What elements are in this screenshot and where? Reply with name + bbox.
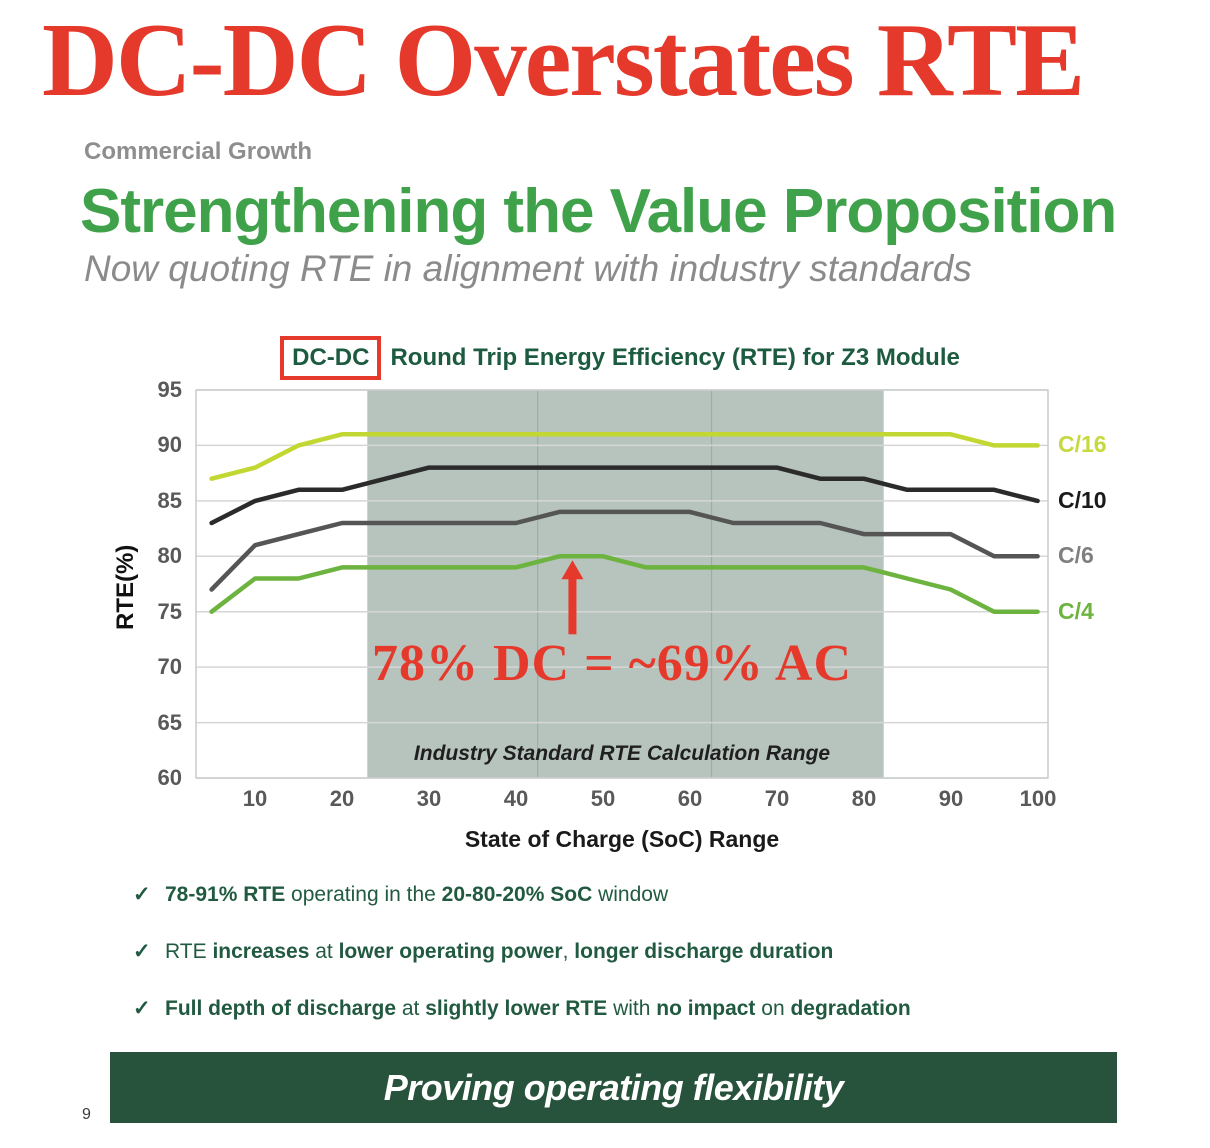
eyebrow-label: Commercial Growth [84, 138, 313, 165]
legend-label-C4: C/4 [1058, 598, 1094, 624]
x-tick-label: 10 [242, 786, 268, 811]
x-tick-label: 70 [764, 786, 790, 811]
series-line-C10 [209, 465, 1040, 526]
x-tick-label: 20 [329, 786, 355, 811]
x-tick-label: 40 [503, 786, 529, 811]
y-tick-label: 60 [157, 765, 182, 790]
bullet-list: ✓ 78-91% RTE operating in the 20-80-20% S… [133, 882, 911, 1053]
y-tick-label: 95 [157, 377, 182, 402]
bullet-text: RTE increases at lower operating power, … [165, 940, 834, 963]
chart-title: DC-DC Round Trip Energy Efficiency (RTE)… [150, 336, 1090, 380]
legend-label-C6: C/6 [1058, 542, 1094, 568]
series-line-C6 [209, 509, 1040, 592]
y-tick-label: 75 [157, 599, 182, 624]
banner-text: Proving operating flexibility [383, 1066, 844, 1108]
bullet-item: ✓ 78-91% RTE operating in the 20-80-20% S… [133, 882, 911, 908]
y-tick-label: 65 [157, 710, 182, 735]
section-heading: Strengthening the Value Proposition [80, 177, 1117, 246]
annotation-arrow-shaft [568, 578, 577, 635]
industry-band-label: Industry Standard RTE Calculation Range [413, 742, 831, 765]
x-tick-label: 60 [677, 786, 703, 811]
x-tick-label: 80 [851, 786, 877, 811]
y-tick-label: 90 [157, 432, 182, 457]
series-line-C4 [209, 554, 1040, 614]
checkmark-icon: ✓ [133, 997, 151, 1020]
bullet-item: ✓ Full depth of discharge at slightly low… [133, 996, 911, 1022]
bullet-text: 78-91% RTE operating in the 20-80-20% So… [165, 883, 669, 906]
dc-ac-annotation: 78% DC = ~69% AC [371, 635, 852, 692]
x-tick-label: 100 [1019, 786, 1057, 811]
bullet-item: ✓ RTE increases at lower operating power,… [133, 939, 911, 965]
y-tick-label: 70 [157, 654, 182, 679]
page-number: 9 [82, 1106, 91, 1123]
x-axis-title: State of Charge (SoC) Range [464, 826, 780, 852]
x-tick-label: 30 [416, 786, 442, 811]
x-tick-label: 90 [938, 786, 964, 811]
legend-label-C16: C/16 [1058, 431, 1107, 457]
checkmark-icon: ✓ [133, 940, 151, 963]
y-tick-label: 85 [157, 488, 182, 513]
series-line-C16 [209, 432, 1040, 481]
x-tick-label: 50 [590, 786, 616, 811]
slide-main-title: DC-DC Overstates RTE [42, 1, 1085, 118]
footer-banner: Proving operating flexibility [110, 1052, 1117, 1123]
checkmark-icon: ✓ [133, 883, 151, 906]
chart-title-text: Round Trip Energy Efficiency (RTE) for Z… [390, 344, 960, 371]
plot-border [195, 389, 1049, 779]
section-subheading: Now quoting RTE in alignment with indust… [84, 248, 972, 289]
legend-label-C10: C/10 [1058, 487, 1107, 513]
dcdc-highlight-box: DC-DC [280, 336, 382, 380]
y-tick-label: 80 [157, 543, 182, 568]
annotation-arrow-head [561, 560, 584, 580]
industry-band [367, 390, 884, 778]
bullet-text: Full depth of discharge at slightly lowe… [165, 997, 911, 1020]
